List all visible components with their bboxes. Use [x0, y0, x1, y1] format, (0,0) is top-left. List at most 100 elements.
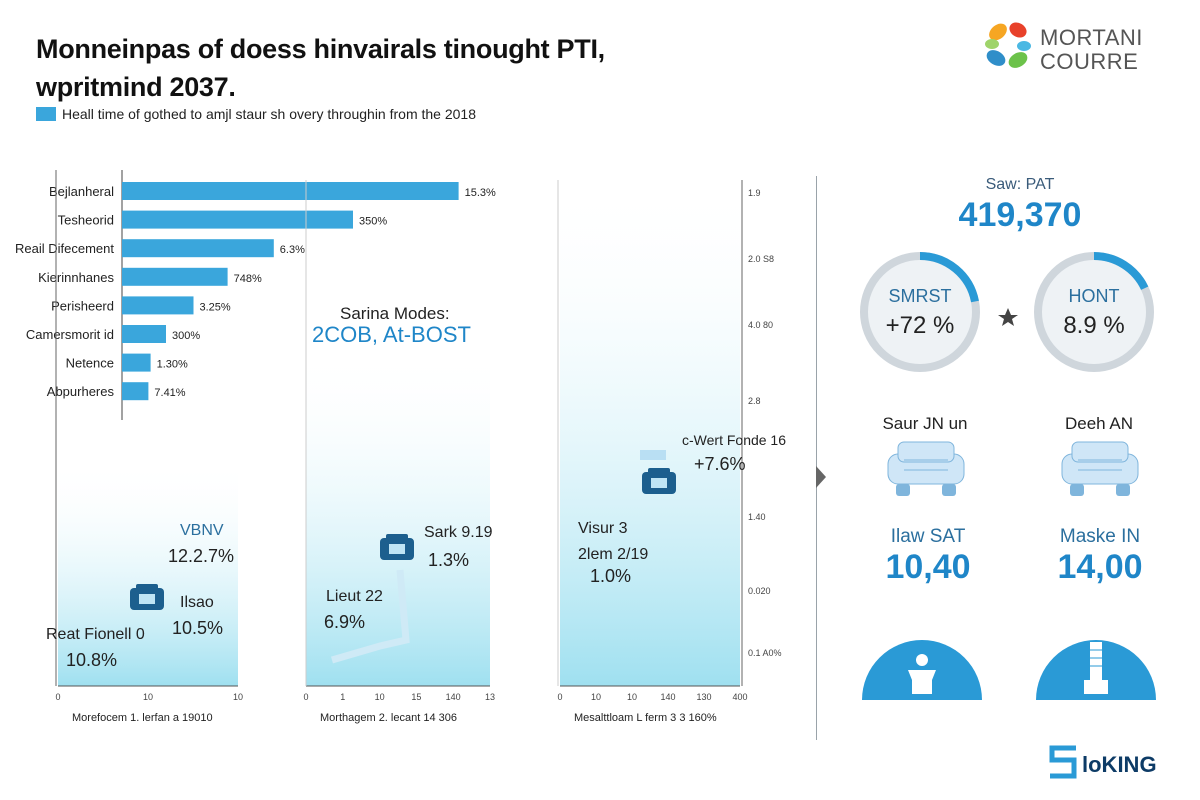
bar-category-label: Reail Difecement: [15, 241, 114, 256]
brand-name: MORTANI COURRE: [1040, 26, 1143, 74]
x-tick-label: 1: [340, 692, 345, 702]
panel3-caption: Mesalttloam L ferm 3 3 160%: [574, 712, 717, 724]
title-line-1: Monneinpas of doess hinvairals tinought …: [36, 34, 605, 64]
footer-brand: loKING: [1082, 752, 1157, 777]
kpi-circle-1-value: +72 %: [885, 312, 955, 339]
bar-category-label: Abpurheres: [47, 384, 115, 399]
legend: Heall time of gothed to amjl staur sh ov…: [36, 106, 476, 122]
star-icon: [998, 308, 1018, 326]
kpi-item-2-label: Deeh AN: [1064, 414, 1134, 433]
kpi-stat-1-label: Ilaw SAT: [890, 526, 966, 547]
kpi-circle-2-label: HONT: [1068, 286, 1120, 306]
kpi-circle-1-label: SMRST: [888, 286, 952, 306]
kpi-main-value: 419,370: [958, 196, 1082, 234]
bar-category-label: Bejlanheral: [49, 184, 114, 199]
x-tick-label: 0: [303, 692, 308, 702]
y-tick-label: 2.0 S8: [748, 254, 774, 264]
panel3-value-b: 1.0%: [590, 566, 632, 586]
panel1-value-b: 10.5%: [172, 618, 224, 638]
legend-swatch: [36, 107, 56, 121]
x-tick-label: 400: [732, 692, 747, 702]
bar-value-label: 3.25%: [200, 301, 231, 313]
bar-category-label: Kierinnhanes: [38, 270, 114, 285]
panel2-heading: Sarina Modes:: [340, 304, 450, 323]
bar-value-label: 748%: [234, 273, 262, 285]
bar: [122, 267, 228, 286]
area-panel: [560, 180, 740, 686]
panel3-label-a: c-Wert Fonde 16: [682, 432, 787, 448]
car-icon: [642, 468, 676, 494]
kpi-stat-1-value: 10,40: [885, 548, 971, 586]
panel1-label-c: Reat Fionell 0: [46, 626, 145, 643]
legend-label: Heall time of gothed to amjl staur sh ov…: [62, 106, 476, 122]
y-tick-label: 1.9: [748, 188, 761, 198]
kpi-stat-2-value: 14,00: [1057, 548, 1143, 586]
panel2-label-b: Lieut 22: [326, 588, 383, 605]
panel2-caption: Morthagem 2. lecant 14 306: [320, 712, 457, 724]
x-tick-label: 15: [411, 692, 421, 702]
x-tick-label: 13: [485, 692, 495, 702]
bar-category-label: Camersmorit id: [26, 327, 114, 342]
dome-person-icon: [862, 640, 982, 700]
horizontal-bar-chart: Bejlanheral 15.3% Tesheorid 350% Reail Difec…: [15, 170, 496, 420]
panel3-label-b: Visur 3 2lem 2/19: [578, 520, 649, 563]
panel2-value-b: 6.9%: [324, 612, 366, 632]
y-tick-label: 0.1 A0%: [748, 648, 782, 658]
kpi-circles: [860, 252, 1154, 372]
x-tick-label: 10: [627, 692, 637, 702]
panel1-value-a: 12.2.7%: [168, 546, 235, 566]
panel2-value-a: 1.3%: [428, 550, 470, 570]
x-tick-label: 10: [143, 692, 153, 702]
bar-value-label: 7.41%: [154, 387, 185, 399]
x-tick-label: 140: [446, 692, 461, 702]
bar: [122, 382, 149, 401]
kpi-circle-2-value: 8.9 %: [1063, 312, 1125, 339]
x-tick-label: 140: [660, 692, 675, 702]
kpi-progress-arc: [919, 252, 979, 303]
bar: [122, 182, 459, 200]
chart-title: Monneinpas of doess hinvairals tinought …: [36, 30, 605, 106]
kpi-item-1-label: Saur JN un: [882, 414, 968, 433]
panel-divider: [816, 176, 817, 740]
tower-cap: [640, 450, 666, 460]
panel1-caption: Morefocem 1. lerfan a 19010: [72, 712, 213, 724]
y-tick-label: 1.40: [748, 512, 766, 522]
bar-category-label: Perisheerd: [51, 298, 114, 313]
dome-tower-icon: [1036, 640, 1156, 700]
bar: [122, 210, 353, 229]
kpi-progress-arc: [1093, 252, 1149, 290]
kpi-main-label: Saw: PAT: [985, 176, 1055, 193]
bar-value-label: 350%: [359, 216, 387, 228]
x-tick-label: 0: [557, 692, 562, 702]
bar: [122, 353, 151, 372]
area-panel: [58, 460, 238, 686]
x-tick-label: 10: [375, 692, 385, 702]
bar: [122, 239, 274, 258]
car-icon: [380, 534, 414, 560]
panel1-value-c: 10.8%: [66, 650, 118, 670]
y-tick-label: 2.8: [748, 396, 761, 406]
brand-line-2: COURRE: [1040, 49, 1139, 74]
panel2-label-a: Sark 9.19: [424, 524, 493, 541]
bar-category-label: Netence: [66, 356, 114, 371]
kpi-stat-2-label: Maske IN: [1059, 526, 1141, 547]
mast-shape: [331, 569, 410, 664]
bar-value-label: 300%: [172, 330, 200, 342]
panel3-value-a: +7.6%: [694, 454, 746, 474]
footer-logo-icon: [1049, 745, 1077, 779]
y-tick-label: 4.0 80: [748, 320, 773, 330]
bar-value-label: 1.30%: [157, 359, 188, 371]
x-tick-label: 0: [55, 692, 60, 702]
y-tick-label: 0.020: [748, 586, 771, 596]
car-icon: [887, 441, 965, 496]
panel2-headline: 2COB, At-BOST: [312, 322, 471, 347]
chevron-right-icon: [816, 466, 826, 488]
brand-logo-icon: [985, 22, 1031, 68]
bar: [122, 325, 166, 343]
panel1-label-a: VBNV: [180, 522, 224, 539]
bar-category-label: Tesheorid: [58, 213, 114, 228]
x-tick-label: 130: [696, 692, 711, 702]
title-line-2: wpritmind 2037.: [36, 72, 236, 102]
area-panel: [306, 350, 490, 686]
